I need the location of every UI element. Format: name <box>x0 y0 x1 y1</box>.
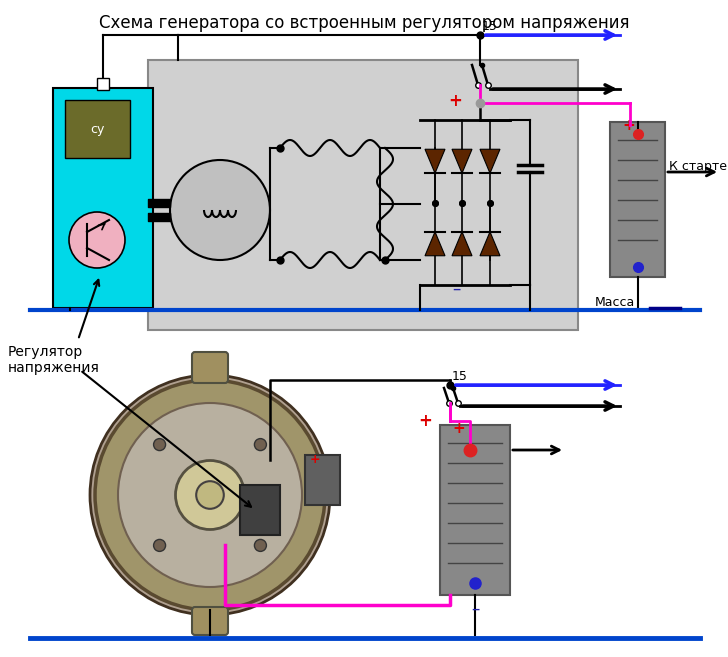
Circle shape <box>175 461 245 530</box>
Text: +: + <box>448 92 462 110</box>
Circle shape <box>254 539 266 551</box>
Circle shape <box>118 403 302 587</box>
Polygon shape <box>425 232 445 256</box>
Text: К стартеру: К стартеру <box>669 160 728 173</box>
Circle shape <box>90 375 330 615</box>
Polygon shape <box>480 232 500 256</box>
Text: 15: 15 <box>482 20 498 33</box>
FancyBboxPatch shape <box>192 607 228 635</box>
Text: +: + <box>418 412 432 430</box>
Text: Масса: Масса <box>595 296 636 309</box>
Text: +: + <box>452 421 464 436</box>
Bar <box>305 455 340 505</box>
Circle shape <box>197 481 223 509</box>
Bar <box>240 485 280 535</box>
Bar <box>610 122 665 277</box>
Polygon shape <box>452 232 472 256</box>
Circle shape <box>154 539 165 551</box>
Text: +: + <box>310 453 320 466</box>
Text: су: су <box>90 122 104 135</box>
Text: –: – <box>471 600 479 618</box>
Text: Схема генератора со встроенным регулятором напряжения: Схема генератора со встроенным регулятор… <box>99 14 629 32</box>
Bar <box>148 60 578 330</box>
Polygon shape <box>452 149 472 173</box>
Circle shape <box>95 380 325 610</box>
FancyBboxPatch shape <box>192 352 228 383</box>
Circle shape <box>170 160 270 260</box>
Text: Регулятор
напряжения: Регулятор напряжения <box>8 345 100 375</box>
Text: +: + <box>622 118 635 133</box>
Circle shape <box>254 439 266 451</box>
Text: –: – <box>452 280 460 298</box>
Circle shape <box>69 212 125 268</box>
Bar <box>440 425 510 595</box>
Bar <box>65 100 130 158</box>
Bar <box>53 88 153 308</box>
Bar <box>97 78 109 90</box>
Polygon shape <box>480 149 500 173</box>
Circle shape <box>154 439 165 451</box>
Polygon shape <box>425 149 445 173</box>
Text: 15: 15 <box>452 370 468 383</box>
